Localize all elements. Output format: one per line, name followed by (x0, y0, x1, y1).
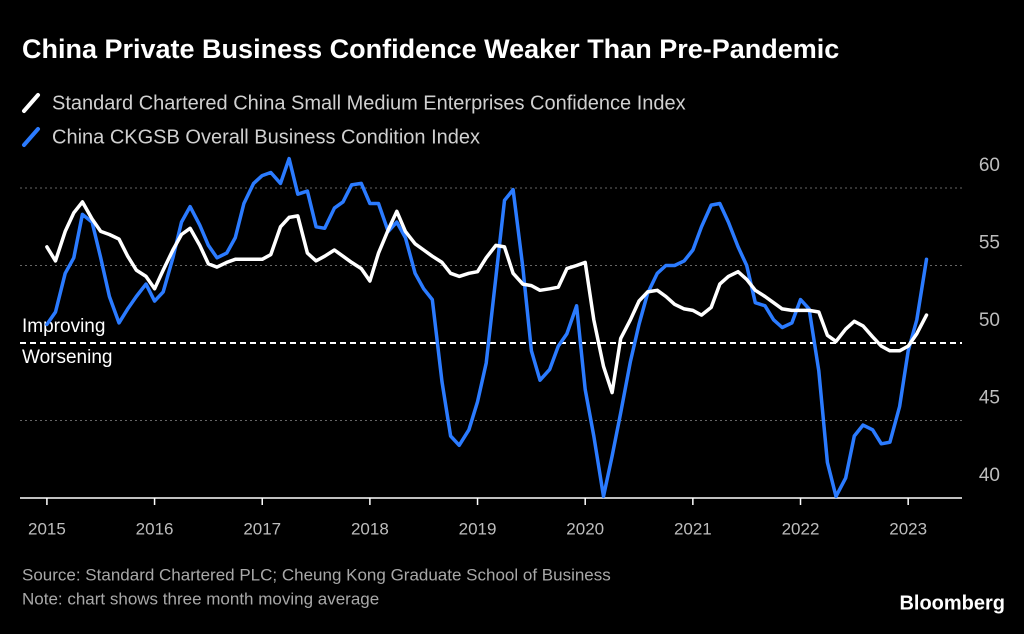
y-tick-label: 50 (979, 310, 1000, 331)
x-tick-label: 2019 (459, 519, 497, 538)
note: Note: chart shows three month moving ave… (22, 589, 379, 608)
legend-swatch (22, 93, 40, 113)
annotation: Worsening (22, 347, 112, 368)
x-tick-label: 2022 (782, 519, 820, 538)
y-tick-label: 60 (979, 155, 1000, 176)
annotation: Improving (22, 316, 105, 337)
x-tick-label: 2016 (136, 519, 174, 538)
legend-swatch (22, 127, 40, 147)
series-line (45, 200, 929, 395)
x-tick-label: 2015 (28, 519, 66, 538)
x-tick-label: 2018 (351, 519, 389, 538)
x-tick-label: 2023 (889, 519, 927, 538)
y-tick-label: 40 (979, 465, 1000, 486)
legend-label: Standard Chartered China Small Medium En… (52, 92, 686, 114)
y-tick-label: 45 (979, 388, 1000, 409)
x-tick-label: 2017 (243, 519, 281, 538)
chart-title: China Private Business Confidence Weaker… (22, 34, 839, 64)
x-tick-label: 2020 (566, 519, 604, 538)
legend-label: China CKGSB Overall Business Condition I… (52, 126, 480, 148)
x-tick-label: 2021 (674, 519, 712, 538)
y-tick-label: 55 (979, 233, 1000, 254)
source: Source: Standard Chartered PLC; Cheung K… (22, 565, 611, 584)
series-line (45, 156, 929, 499)
brand: Bloomberg (899, 592, 1005, 614)
